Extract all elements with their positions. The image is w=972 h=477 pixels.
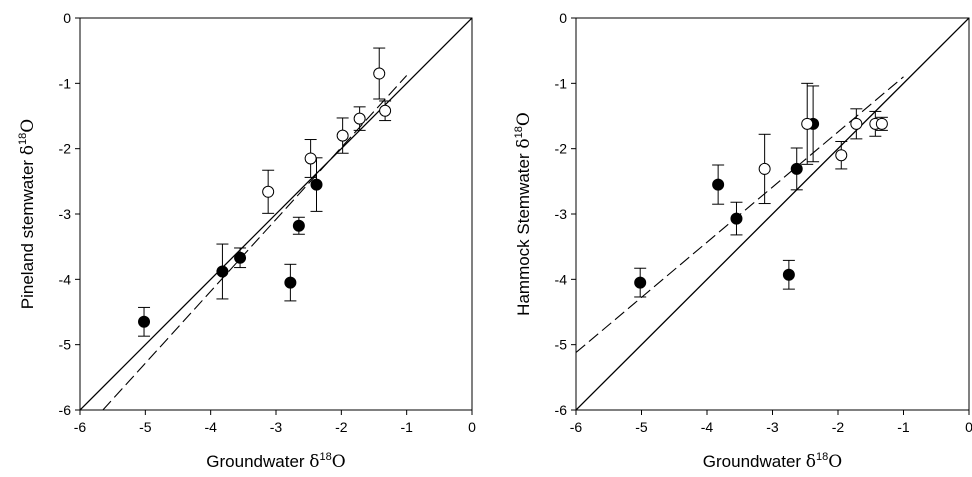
y-tick-label: -3 (555, 206, 568, 222)
x-tick-label: -6 (570, 419, 583, 435)
filled-data-point (782, 268, 795, 281)
filled-data-point (310, 178, 323, 191)
filled-data-point (216, 265, 229, 278)
y-axis-label-suffix: O (514, 112, 534, 126)
y-tick-label: -1 (59, 75, 72, 91)
x-tick-label: -4 (204, 419, 217, 435)
open-data-point (353, 112, 366, 125)
filled-data-point (284, 276, 297, 289)
x-tick-label: -4 (701, 419, 714, 435)
open-data-point (373, 67, 386, 80)
y-axis-label-delta: δ (514, 138, 534, 148)
y-axis-label-suffix: O (18, 119, 38, 133)
y-tick-label: 0 (559, 10, 567, 26)
x-axis-label-suffix: O (828, 452, 842, 472)
y-axis-label-prefix: Hammock Stemwater (514, 149, 533, 316)
x-axis-label-prefix: Groundwater (703, 452, 806, 471)
y-axis-label: Pineland stemwater δ18O (17, 119, 38, 309)
x-tick-label: -2 (335, 419, 348, 435)
y-axis-label-delta: δ (18, 145, 38, 155)
x-tick-label: -3 (766, 419, 779, 435)
y-axis-label-sup: 18 (17, 133, 29, 145)
y-tick-label: -6 (555, 402, 568, 418)
x-axis-label: Groundwater δ18O (206, 451, 345, 472)
x-axis-label-prefix: Groundwater (206, 452, 309, 471)
x-tick-label: -2 (832, 419, 845, 435)
x-axis-label: Groundwater δ18O (703, 451, 842, 472)
open-data-point (850, 117, 863, 130)
y-tick-label: -2 (59, 141, 72, 157)
x-tick-label: -5 (139, 419, 152, 435)
x-tick-label: -1 (400, 419, 413, 435)
one-to-one-line (576, 18, 969, 410)
open-data-point (336, 129, 349, 142)
y-tick-label: -4 (555, 271, 568, 287)
open-data-point (801, 117, 814, 130)
y-axis-label-sup: 18 (513, 126, 525, 138)
filled-data-point (234, 251, 247, 264)
x-axis-label-sup: 18 (816, 451, 828, 463)
y-tick-label: -5 (555, 337, 568, 353)
x-axis-label-suffix: O (332, 452, 346, 472)
x-tick-label: -5 (635, 419, 648, 435)
filled-data-point (138, 315, 151, 328)
regression-line (102, 75, 408, 410)
filled-data-point (790, 162, 803, 175)
filled-data-point (730, 212, 743, 225)
y-tick-label: -3 (59, 206, 72, 222)
open-data-point (304, 152, 317, 165)
y-tick-label: -4 (59, 271, 72, 287)
open-data-point (835, 149, 848, 162)
filled-data-point (292, 219, 305, 232)
x-tick-label: -6 (74, 419, 87, 435)
y-axis-label: Hammock Stemwater δ18O (513, 112, 534, 316)
y-tick-label: 0 (63, 10, 71, 26)
y-axis-label-prefix: Pineland stemwater (18, 155, 37, 309)
x-axis-label-delta: δ (806, 452, 816, 472)
x-tick-label: -1 (897, 419, 910, 435)
x-axis-label-delta: δ (309, 452, 319, 472)
open-data-point (262, 185, 275, 198)
y-tick-label: -6 (59, 402, 72, 418)
x-axis-label-sup: 18 (320, 451, 332, 463)
open-data-point (875, 117, 888, 130)
one-to-one-line (80, 18, 472, 410)
open-data-point (758, 162, 771, 175)
y-tick-label: -2 (555, 141, 568, 157)
filled-data-point (712, 178, 725, 191)
y-tick-label: -1 (555, 75, 568, 91)
filled-data-point (634, 276, 647, 289)
x-tick-label: 0 (965, 419, 972, 435)
x-tick-label: 0 (468, 419, 476, 435)
y-tick-label: -5 (59, 337, 72, 353)
open-data-point (379, 104, 392, 117)
x-tick-label: -3 (270, 419, 283, 435)
